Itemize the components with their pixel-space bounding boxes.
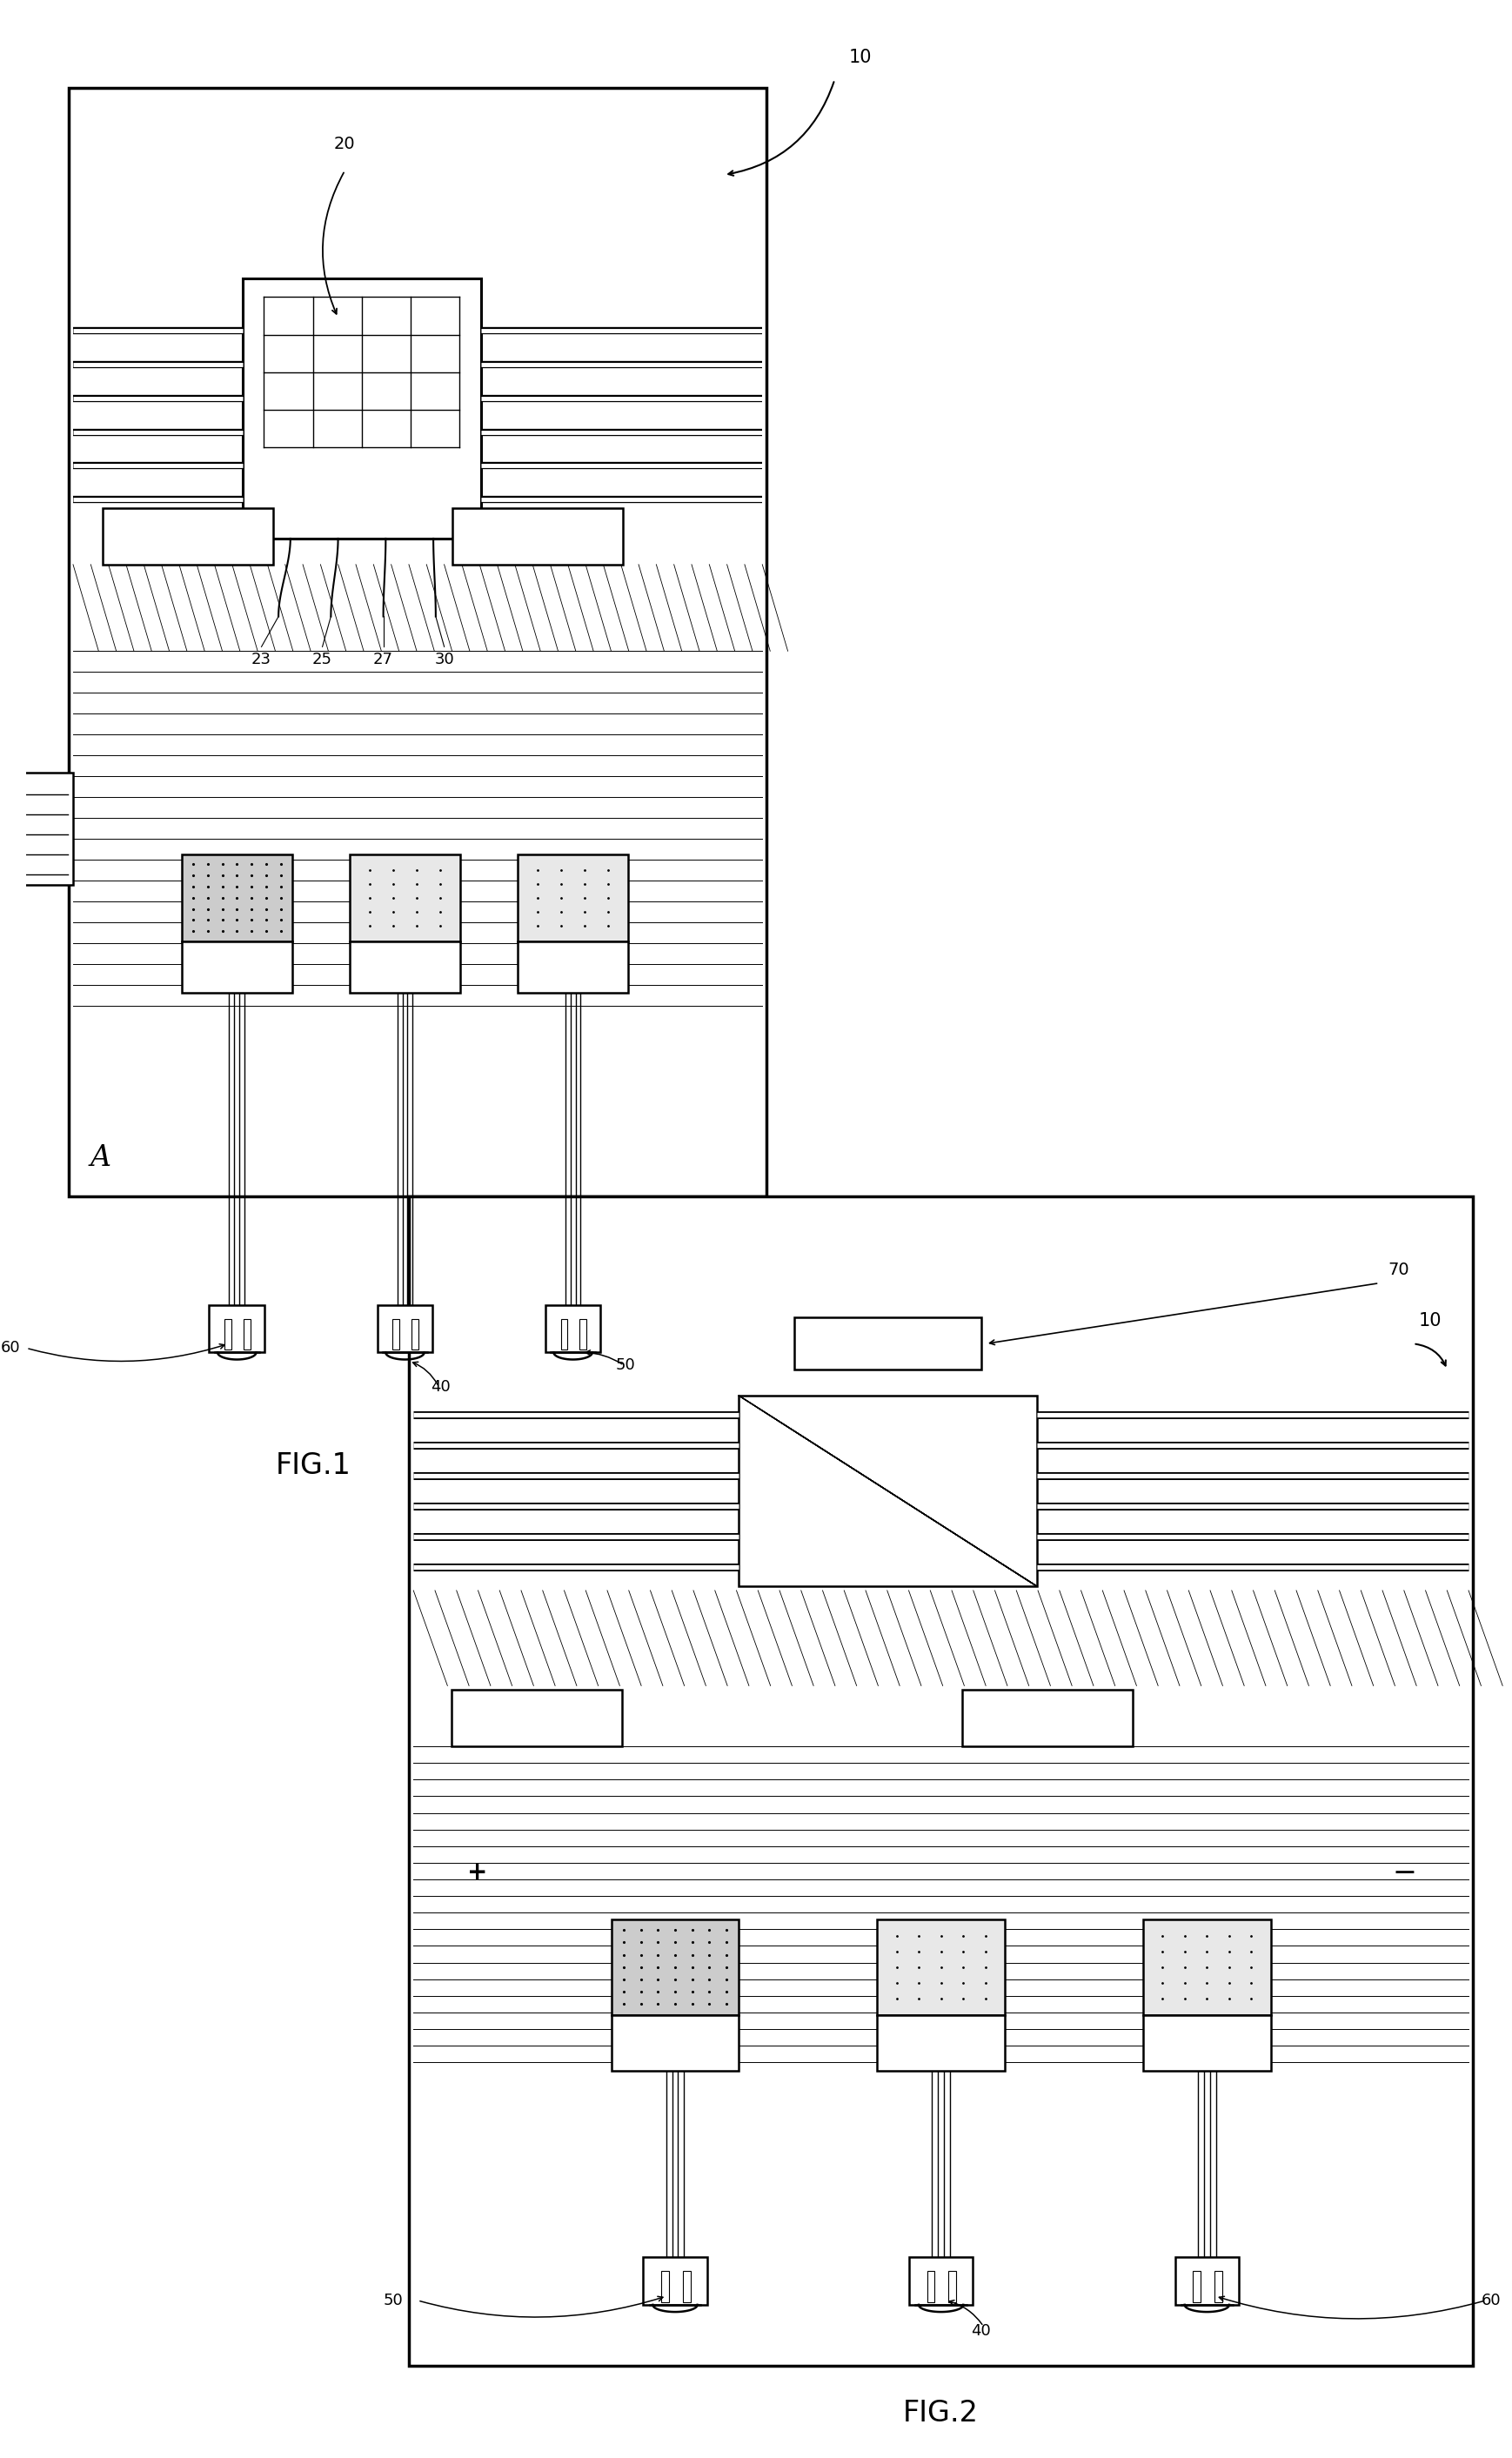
Text: −: − [1393, 1858, 1417, 1888]
Bar [452, 1691, 621, 1745]
Text: INDUCTOR: INDUCTOR [1009, 1711, 1087, 1726]
Text: 50: 50 [615, 1357, 635, 1374]
Bar [909, 2256, 972, 2306]
Bar [611, 1920, 739, 2016]
Bar [661, 2271, 668, 2303]
Bar [243, 278, 481, 538]
Text: FIG.2: FIG.2 [903, 2399, 978, 2429]
Text: RESISTOR: RESISTOR [151, 531, 225, 543]
Text: 40: 40 [971, 2323, 990, 2338]
Bar [517, 941, 629, 993]
Bar [225, 1320, 231, 1349]
Bar [1214, 2271, 1222, 2303]
Bar [452, 509, 623, 565]
Text: 23: 23 [251, 651, 272, 669]
Bar [579, 1320, 587, 1349]
Bar [962, 1691, 1132, 1745]
Bar [1193, 2271, 1201, 2303]
Bar [877, 2016, 1005, 2072]
Text: RESISTOR: RESISTOR [500, 531, 575, 543]
Bar [70, 88, 767, 1197]
Text: 60: 60 [0, 1340, 21, 1357]
Bar [181, 855, 292, 941]
Bar [794, 1317, 981, 1369]
Bar [410, 1197, 1473, 2365]
Bar [643, 2256, 708, 2306]
Bar [14, 772, 73, 885]
Text: FIG.1: FIG.1 [275, 1450, 351, 1480]
Bar [546, 1305, 600, 1352]
Bar [927, 2271, 934, 2303]
Text: 27: 27 [373, 651, 393, 669]
Text: 30: 30 [434, 651, 454, 669]
Text: 10: 10 [1418, 1313, 1442, 1330]
Bar [181, 941, 292, 993]
Text: 50: 50 [384, 2293, 404, 2308]
Bar [1143, 1920, 1270, 2016]
Text: 40: 40 [431, 1379, 451, 1394]
Text: INDUCTOR: INDUCTOR [497, 1711, 576, 1726]
Bar [948, 2271, 956, 2303]
Bar [517, 855, 629, 941]
Text: +: + [467, 1861, 487, 1885]
Bar [739, 1396, 1037, 1585]
Text: 70: 70 [1388, 1261, 1409, 1278]
Bar [103, 509, 274, 565]
Text: CAPACITOR: CAPACITOR [845, 1337, 930, 1349]
Text: 10: 10 [848, 49, 872, 66]
Text: 60: 60 [1482, 2293, 1501, 2308]
Bar [393, 1320, 399, 1349]
Bar [378, 1305, 432, 1352]
Bar [683, 2271, 691, 2303]
Text: A: A [91, 1145, 110, 1172]
Bar [411, 1320, 419, 1349]
Bar [209, 1305, 265, 1352]
Bar [243, 1320, 249, 1349]
Bar [611, 2016, 739, 2072]
Text: 25: 25 [313, 651, 333, 669]
Bar [349, 941, 460, 993]
Bar [349, 855, 460, 941]
Bar [877, 1920, 1005, 2016]
Text: 20: 20 [334, 135, 355, 152]
Bar [1175, 2256, 1238, 2306]
Bar [1143, 2016, 1270, 2072]
Bar [561, 1320, 567, 1349]
